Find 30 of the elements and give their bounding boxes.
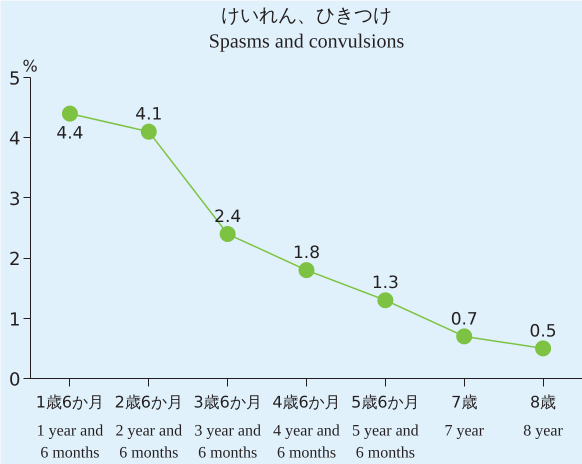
category-label: 8歳 8 year bbox=[523, 392, 563, 440]
category-label: 1歳6か月 1 year and 6 months bbox=[36, 392, 104, 462]
category-label: 4歳6か月 4 year and 6 months bbox=[272, 392, 341, 462]
point bbox=[220, 226, 236, 242]
point bbox=[140, 124, 157, 140]
y-tick-label: 3 bbox=[9, 188, 20, 210]
data-label: 2.4 bbox=[214, 207, 242, 228]
data-label: 4.1 bbox=[135, 104, 162, 125]
point bbox=[377, 292, 394, 308]
y-tick-label: 5 bbox=[9, 68, 20, 90]
point bbox=[535, 340, 552, 356]
point bbox=[62, 106, 78, 122]
category-label: 7歳 7 year bbox=[444, 392, 484, 440]
data-label: 4.4 bbox=[56, 124, 84, 144]
point bbox=[456, 328, 472, 344]
chart-subtitle: Spasms and convulsions bbox=[208, 30, 404, 52]
category-label: 3歳6か月 3 year and 6 months bbox=[193, 392, 262, 462]
category-label: 2歳6か月 2 year and 6 months bbox=[114, 392, 183, 462]
y-tick-label: 1 bbox=[9, 309, 20, 330]
y-tick-label: 2 bbox=[9, 249, 20, 270]
y-axis-title: % bbox=[22, 56, 38, 76]
data-label: 0.7 bbox=[450, 309, 478, 330]
chart-title: けいれん、ひきつけ bbox=[221, 4, 392, 26]
category-label: 5歳6か月 5 year and 6 months bbox=[351, 392, 420, 462]
data-label: 1.3 bbox=[372, 273, 399, 294]
data-label: 1.8 bbox=[292, 243, 320, 264]
point bbox=[298, 262, 314, 278]
y-tick-label: 0 bbox=[9, 370, 20, 390]
y-tick-label: 4 bbox=[9, 128, 20, 150]
data-label: 0.5 bbox=[530, 321, 557, 342]
